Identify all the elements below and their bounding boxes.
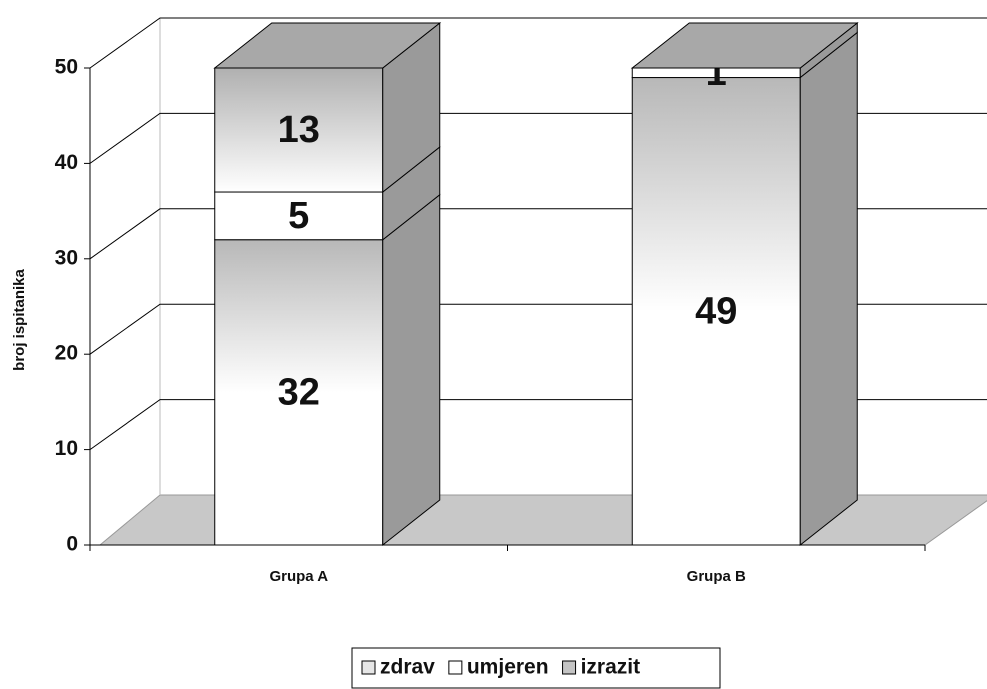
grid-line (89, 17, 987, 69)
legend-label: umjeren (467, 656, 549, 679)
legend-swatch (361, 660, 376, 675)
data-label: 13 (278, 109, 320, 151)
data-label: 5 (288, 195, 309, 237)
y-tick-label: 0 (66, 533, 78, 556)
data-label: 49 (695, 290, 737, 332)
legend-swatch (562, 660, 577, 675)
x-tick-label: Grupa A (269, 568, 328, 585)
y-tick-label: 50 (55, 56, 78, 79)
bar-segment (631, 77, 801, 546)
legend-swatch (448, 660, 463, 675)
x-tick-label: Grupa B (687, 568, 746, 585)
y-tick-label: 10 (55, 437, 78, 460)
bar-segment (214, 191, 384, 241)
bar-side (382, 193, 441, 547)
y-tick-label: 40 (55, 151, 78, 174)
y-tick-label: 30 (55, 246, 78, 269)
bar-side (799, 31, 858, 547)
bar-segment (214, 239, 384, 546)
legend (351, 647, 721, 689)
legend-label: zdrav (380, 656, 435, 679)
y-tick-label: 20 (55, 342, 78, 365)
data-label: 32 (278, 371, 320, 413)
legend-label: izrazit (581, 656, 641, 679)
bar-top (630, 22, 859, 69)
y-axis-label: broj ispitanika (11, 269, 28, 371)
bar-top (213, 22, 442, 69)
